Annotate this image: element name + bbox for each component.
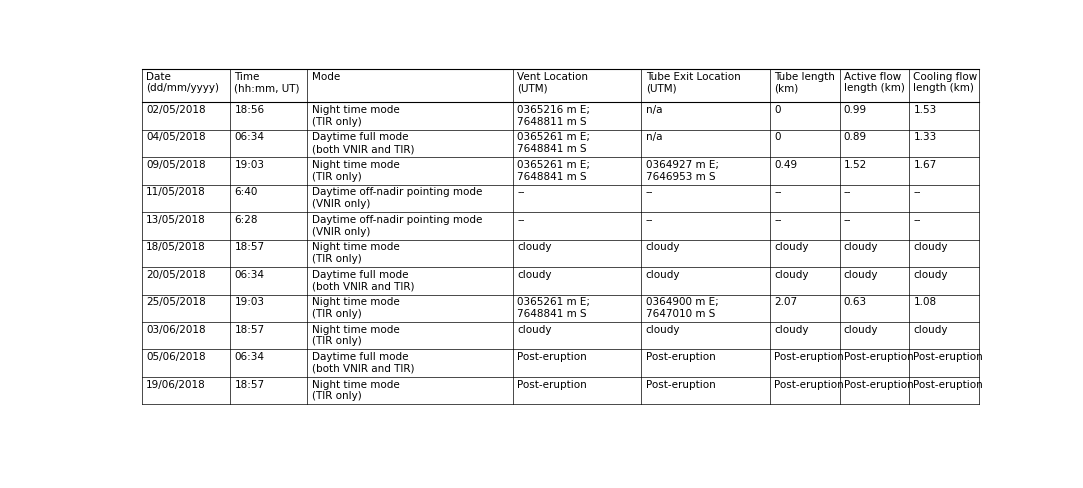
Text: 06:34: 06:34: [234, 352, 264, 362]
Text: Post-eruption: Post-eruption: [913, 352, 983, 362]
Text: 0.89: 0.89: [844, 132, 866, 142]
Text: 06:34: 06:34: [234, 269, 264, 279]
Text: 1.67: 1.67: [913, 160, 937, 170]
Text: Date
(dd/mm/yyyy): Date (dd/mm/yyyy): [146, 72, 219, 93]
Text: cloudy: cloudy: [518, 242, 551, 252]
Text: 0364927 m E;
7646953 m S: 0364927 m E; 7646953 m S: [645, 160, 719, 181]
Text: 19:03: 19:03: [234, 297, 264, 307]
Text: cloudy: cloudy: [774, 324, 809, 334]
Text: 20/05/2018: 20/05/2018: [146, 269, 206, 279]
Text: Post-eruption: Post-eruption: [844, 352, 914, 362]
Text: 19/06/2018: 19/06/2018: [146, 379, 206, 389]
Text: 0.99: 0.99: [844, 105, 866, 115]
Text: cloudy: cloudy: [645, 269, 680, 279]
Text: Post-eruption: Post-eruption: [645, 352, 716, 362]
Text: Time
(hh:mm, UT): Time (hh:mm, UT): [234, 72, 300, 93]
Text: cloudy: cloudy: [844, 324, 878, 334]
Text: Active flow
length (km): Active flow length (km): [844, 72, 904, 93]
Text: Daytime full mode
(both VNIR and TIR): Daytime full mode (both VNIR and TIR): [312, 352, 414, 373]
Text: Vent Location
(UTM): Vent Location (UTM): [518, 72, 588, 93]
Text: Tube Exit Location
(UTM): Tube Exit Location (UTM): [645, 72, 741, 93]
Text: cloudy: cloudy: [913, 242, 948, 252]
Text: --: --: [774, 187, 782, 197]
Text: Post-eruption: Post-eruption: [774, 379, 844, 389]
Text: 25/05/2018: 25/05/2018: [146, 297, 206, 307]
Text: Post-eruption: Post-eruption: [774, 352, 844, 362]
Text: cloudy: cloudy: [844, 269, 878, 279]
Text: Daytime full mode
(both VNIR and TIR): Daytime full mode (both VNIR and TIR): [312, 269, 414, 291]
Text: cloudy: cloudy: [844, 242, 878, 252]
Text: Mode: Mode: [312, 72, 340, 81]
Text: cloudy: cloudy: [913, 269, 948, 279]
Text: 18:57: 18:57: [234, 324, 264, 334]
Text: Daytime off-nadir pointing mode
(VNIR only): Daytime off-nadir pointing mode (VNIR on…: [312, 215, 482, 236]
Text: n/a: n/a: [645, 105, 662, 115]
Text: Night time mode
(TIR only): Night time mode (TIR only): [312, 324, 400, 346]
Text: cloudy: cloudy: [518, 324, 551, 334]
Text: Tube length
(km): Tube length (km): [774, 72, 835, 93]
Text: 0365261 m E;
7648841 m S: 0365261 m E; 7648841 m S: [518, 297, 590, 318]
Text: 03/06/2018: 03/06/2018: [146, 324, 206, 334]
Text: cloudy: cloudy: [645, 242, 680, 252]
Text: 02/05/2018: 02/05/2018: [146, 105, 206, 115]
Text: 6:28: 6:28: [234, 215, 258, 224]
Text: Daytime full mode
(both VNIR and TIR): Daytime full mode (both VNIR and TIR): [312, 132, 414, 154]
Text: 19:03: 19:03: [234, 160, 264, 170]
Text: --: --: [913, 187, 921, 197]
Text: --: --: [518, 215, 525, 224]
Text: 1.33: 1.33: [913, 132, 937, 142]
Text: 18:57: 18:57: [234, 242, 264, 252]
Text: --: --: [645, 215, 653, 224]
Text: 05/06/2018: 05/06/2018: [146, 352, 206, 362]
Text: 11/05/2018: 11/05/2018: [146, 187, 206, 197]
Text: 0: 0: [774, 105, 781, 115]
Text: Post-eruption: Post-eruption: [844, 379, 914, 389]
Text: 0365216 m E;
7648811 m S: 0365216 m E; 7648811 m S: [518, 105, 590, 126]
Text: n/a: n/a: [645, 132, 662, 142]
Text: 1.52: 1.52: [844, 160, 867, 170]
Text: 0365261 m E;
7648841 m S: 0365261 m E; 7648841 m S: [518, 160, 590, 181]
Text: cloudy: cloudy: [645, 324, 680, 334]
Text: Night time mode
(TIR only): Night time mode (TIR only): [312, 160, 400, 181]
Text: Night time mode
(TIR only): Night time mode (TIR only): [312, 242, 400, 264]
Text: --: --: [645, 187, 653, 197]
Text: 2.07: 2.07: [774, 297, 797, 307]
Text: Cooling flow
length (km): Cooling flow length (km): [913, 72, 978, 93]
Text: --: --: [774, 215, 782, 224]
Text: 09/05/2018: 09/05/2018: [146, 160, 206, 170]
Text: cloudy: cloudy: [774, 269, 809, 279]
Text: 06:34: 06:34: [234, 132, 264, 142]
Text: --: --: [844, 215, 851, 224]
Text: 13/05/2018: 13/05/2018: [146, 215, 206, 224]
Text: --: --: [844, 187, 851, 197]
Text: Night time mode
(TIR only): Night time mode (TIR only): [312, 379, 400, 401]
Text: 6:40: 6:40: [234, 187, 258, 197]
Text: 0.63: 0.63: [844, 297, 866, 307]
Text: --: --: [913, 215, 921, 224]
Text: 1.53: 1.53: [913, 105, 937, 115]
Text: 0364900 m E;
7647010 m S: 0364900 m E; 7647010 m S: [645, 297, 718, 318]
Text: cloudy: cloudy: [518, 269, 551, 279]
Text: Post-eruption: Post-eruption: [518, 379, 587, 389]
Text: 04/05/2018: 04/05/2018: [146, 132, 206, 142]
Text: Post-eruption: Post-eruption: [645, 379, 716, 389]
Text: 18:56: 18:56: [234, 105, 264, 115]
Text: 0: 0: [774, 132, 781, 142]
Text: 18:57: 18:57: [234, 379, 264, 389]
Text: 0.49: 0.49: [774, 160, 797, 170]
Text: Post-eruption: Post-eruption: [518, 352, 587, 362]
Text: cloudy: cloudy: [913, 324, 948, 334]
Text: Night time mode
(TIR only): Night time mode (TIR only): [312, 105, 400, 126]
Text: 1.08: 1.08: [913, 297, 937, 307]
Text: 0365261 m E;
7648841 m S: 0365261 m E; 7648841 m S: [518, 132, 590, 154]
Text: --: --: [518, 187, 525, 197]
Text: cloudy: cloudy: [774, 242, 809, 252]
Text: Night time mode
(TIR only): Night time mode (TIR only): [312, 297, 400, 318]
Text: 18/05/2018: 18/05/2018: [146, 242, 206, 252]
Text: Post-eruption: Post-eruption: [913, 379, 983, 389]
Text: Daytime off-nadir pointing mode
(VNIR only): Daytime off-nadir pointing mode (VNIR on…: [312, 187, 482, 209]
